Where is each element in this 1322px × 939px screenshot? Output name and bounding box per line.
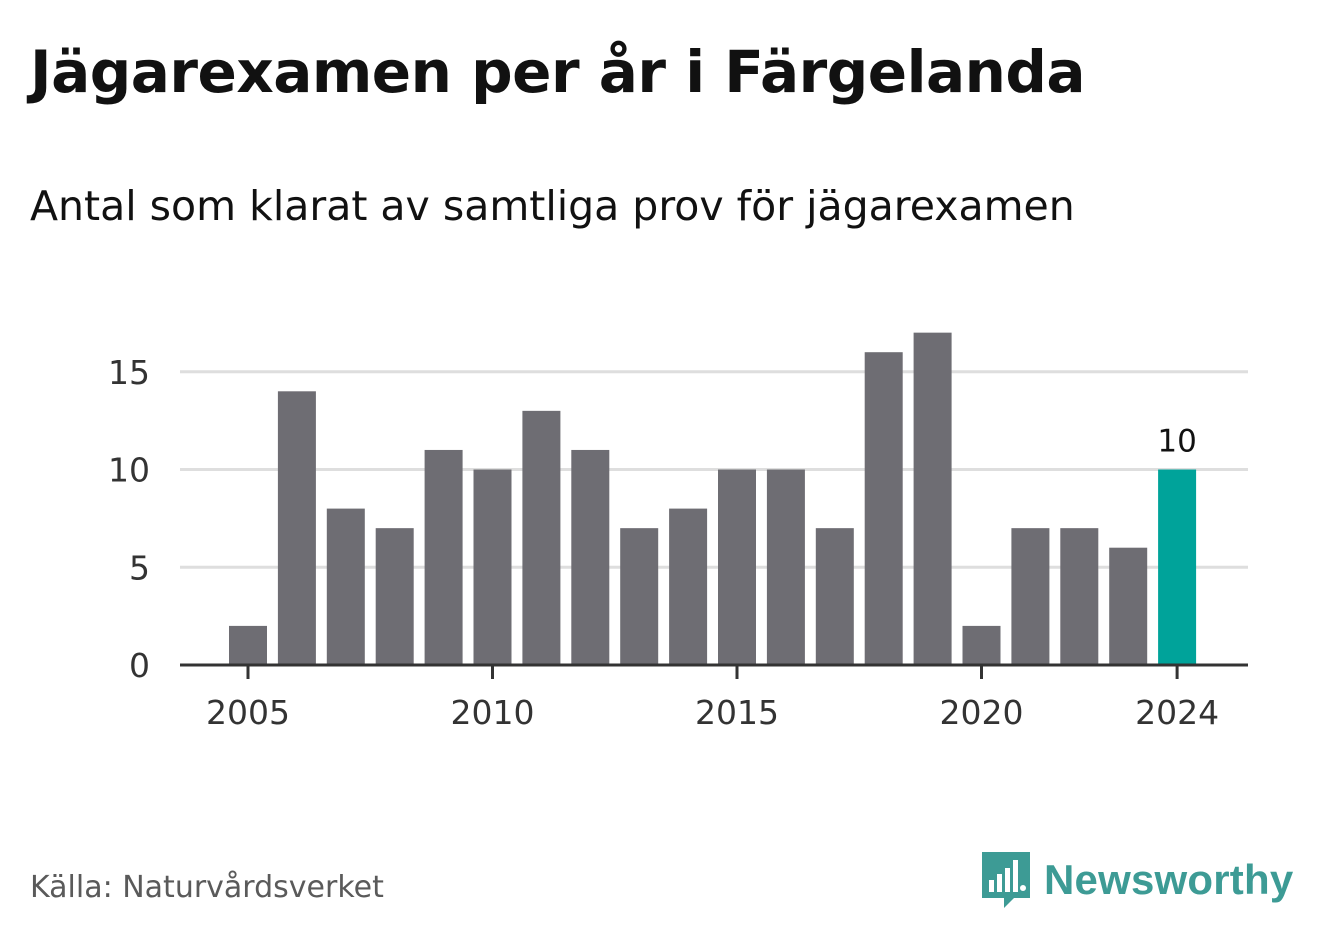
y-tick-label: 15 — [108, 353, 150, 392]
bar-2024 — [1158, 469, 1197, 665]
bar-2018 — [864, 352, 903, 665]
bar-chart: 0 5 10 15 2005 2010 2015 2020 2024 10 — [108, 332, 1248, 732]
x-tick-label: 2020 — [940, 693, 1024, 732]
bar-2015 — [718, 469, 756, 665]
bar-2010 — [473, 469, 512, 665]
source-note: Källa: Naturvårdsverket — [30, 870, 384, 905]
bar-2009 — [424, 449, 463, 665]
bar-2017 — [815, 528, 854, 665]
bar-2020 — [962, 625, 1001, 665]
x-tick-label: 2005 — [206, 693, 290, 732]
bar-2016 — [766, 469, 805, 665]
brand-name: Newsworthy — [1044, 856, 1294, 903]
newsworthy-logo-icon — [982, 852, 1030, 908]
bar-2019 — [913, 332, 952, 665]
brand-logo: Newsworthy — [980, 850, 1293, 910]
y-tick-label: 10 — [108, 451, 150, 490]
bar-2014 — [669, 508, 708, 665]
data-label-2024: 10 — [1157, 424, 1196, 460]
x-tick-label: 2010 — [451, 693, 535, 732]
x-tick-label: 2024 — [1135, 693, 1219, 732]
chart-subtitle: Antal som klarat av samtliga prov för jä… — [30, 182, 1075, 230]
bar-2006 — [277, 391, 316, 665]
y-tick-label: 5 — [129, 548, 150, 587]
bar-2013 — [620, 528, 659, 665]
bar-2012 — [571, 449, 610, 665]
bar-2007 — [326, 508, 365, 665]
x-tick-label: 2015 — [695, 693, 779, 732]
bar-2011 — [522, 410, 561, 665]
bar-2008 — [375, 528, 414, 665]
bar-2023 — [1109, 547, 1148, 665]
bar-2021 — [1011, 528, 1050, 665]
chart-title: Jägarexamen per år i Färgelanda — [30, 38, 1086, 106]
bar-2005 — [229, 625, 267, 665]
bar-2022 — [1060, 528, 1099, 665]
y-tick-label: 0 — [129, 646, 150, 685]
